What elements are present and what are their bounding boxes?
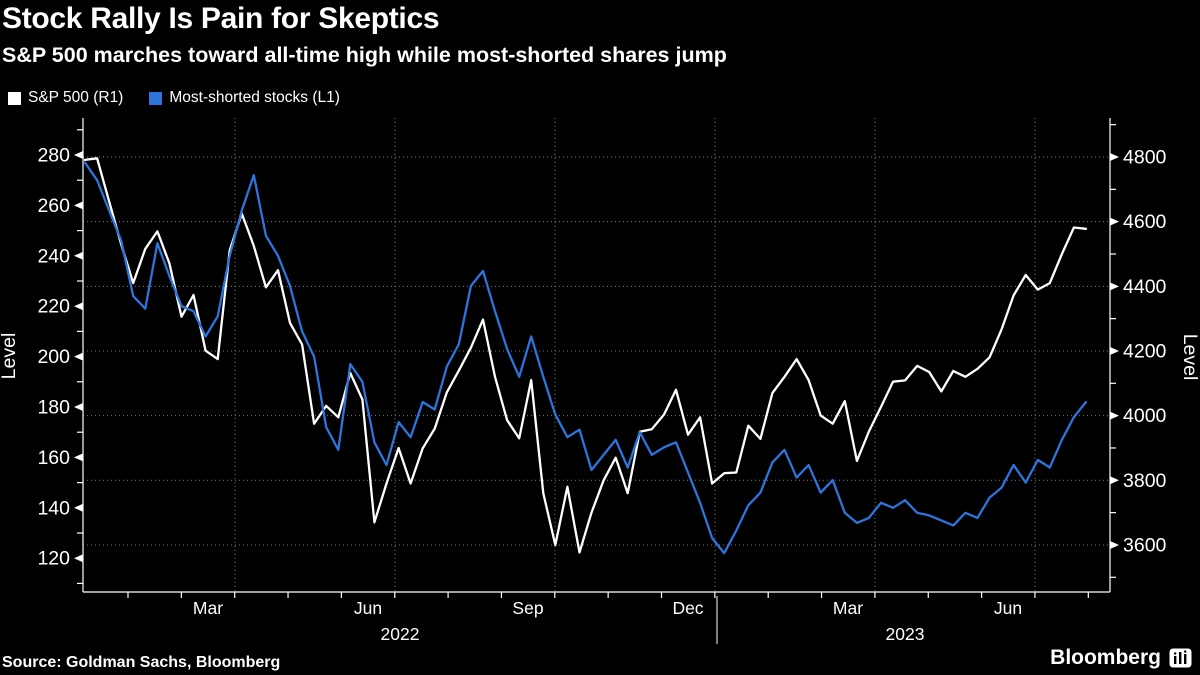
right-tick-arrow [1110,282,1119,291]
year-label: 2022 [381,624,420,644]
right-tick-arrow [1110,540,1119,549]
month-label: Mar [193,598,223,618]
left-tick-arrow [74,251,83,260]
right-tick-arrow [1110,411,1119,420]
left-tick-arrow [74,403,83,411]
right-tick-arrow [1110,346,1119,355]
left-tick-arrow [74,302,83,311]
right-axis-tick-label: 3600 [1123,534,1167,556]
left-tick-arrow [74,352,83,361]
axes [82,118,1111,593]
bloomberg-brand: Bloomberg [1050,646,1192,670]
right-tick-arrow [1110,476,1119,485]
left-tick-arrow [74,453,83,462]
sp500-legend-swatch-icon [8,91,21,105]
left-axis-tick-label: 120 [37,548,70,570]
left-axis-tick-label: 260 [37,195,70,217]
source-attribution: Source: Goldman Sachs, Bloomberg [2,654,281,671]
month-label: Jun [354,598,382,618]
month-label: Sep [512,598,543,618]
right-axis-tick-label: 4400 [1123,276,1167,298]
right-axis-tick-label: 4600 [1123,211,1167,233]
chart-legend: S&P 500 (R1) Most-shorted stocks (L1) [8,89,340,107]
left-axis-ticks-labels: 280 260 240 220 200 180 160 140 120 Level [0,129,83,585]
left-axis-tick-label: 280 [37,145,70,167]
left-axis-title: Level [0,333,20,380]
year-label: 2023 [886,624,925,644]
left-axis-tick-label: 180 [37,397,70,419]
left-axis-tick-label: 240 [37,245,70,267]
left-tick-arrow [74,554,83,563]
left-axis-tick-label: 220 [37,296,70,318]
month-label: Dec [672,598,703,618]
vertical-gridlines [234,118,1036,592]
legend-item-most-shorted: Most-shorted stocks (L1) [149,89,340,107]
right-axis-tick-label: 3800 [1123,470,1167,492]
right-axis-tick-label: 4800 [1123,147,1167,169]
month-label: Mar [833,598,863,618]
chart-subtitle: S&P 500 marches toward all-time high whi… [2,43,727,67]
right-axis-title: Level [1179,334,1200,381]
legend-label: Most-shorted stocks (L1) [169,89,340,106]
left-axis-tick-label: 140 [37,497,70,519]
most-shorted-line [83,161,1088,555]
right-axis-tick-label: 4000 [1123,405,1167,427]
horizontal-gridlines [83,156,1110,546]
sp500-line [83,157,1088,554]
x-axis-ticks-labels: Mar Jun Sep Dec Mar Jun 2022 2023 [127,592,1089,644]
left-tick-arrow [74,503,83,512]
bloomberg-terminal-icon [1169,648,1192,668]
left-tick-arrow [74,201,83,210]
most-shorted-legend-swatch-icon [149,91,163,105]
left-axis-tick-label: 160 [37,447,70,469]
left-axis-tick-label: 200 [37,346,70,368]
month-label: Jun [994,598,1022,618]
right-axis-ticks-labels: 4800 4600 4400 4200 4000 3800 3600 Level [1110,124,1200,578]
left-tick-arrow [74,151,83,159]
right-tick-arrow [1110,217,1119,226]
bloomberg-wordmark: Bloomberg [1050,646,1161,669]
legend-item-sp500: S&P 500 (R1) [8,89,123,107]
legend-label: S&P 500 (R1) [28,89,124,106]
page-title: Stock Rally Is Pain for Skeptics [2,2,440,35]
right-tick-arrow [1110,153,1119,161]
right-axis-tick-label: 4200 [1123,340,1167,362]
